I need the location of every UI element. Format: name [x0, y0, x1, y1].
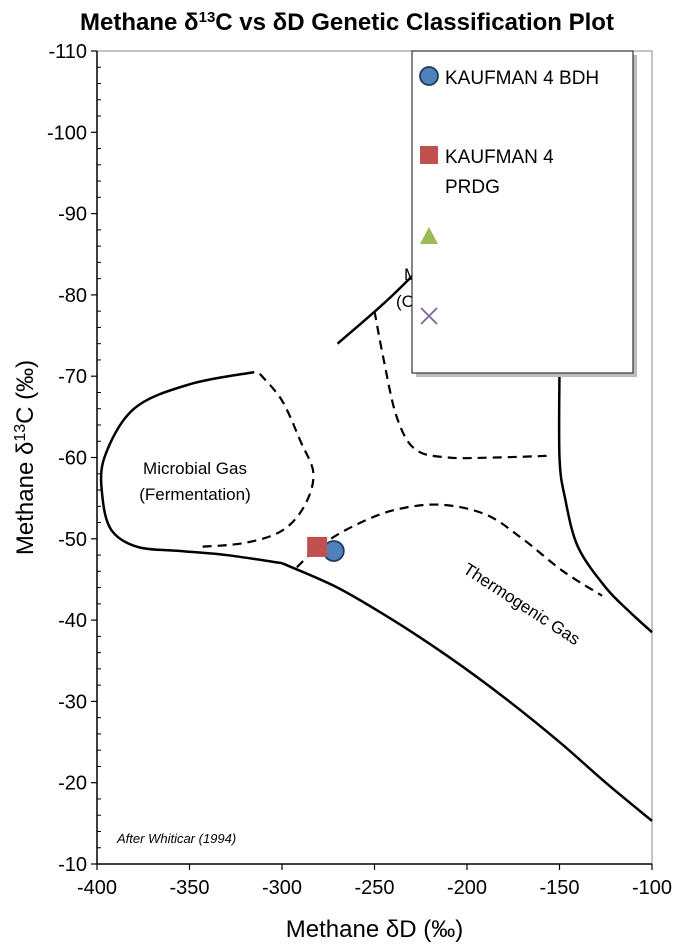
y-tick-label: -70: [58, 366, 87, 388]
data-points: [307, 536, 345, 562]
legend-box: [411, 50, 634, 374]
boundary-co2-dashed: [373, 310, 547, 460]
credit-text: After Whiticar (1994): [116, 831, 236, 846]
y-tick-label: -100: [47, 122, 87, 144]
label-microbial-fermentation: Microbial Gas: [143, 459, 247, 478]
x-tick-label: -400: [77, 877, 117, 899]
x-tick-label: -350: [169, 877, 209, 899]
boundary-fermentation-dashed: [198, 373, 315, 549]
y-tick-label: -90: [58, 204, 87, 226]
legend: KAUFMAN 4 BDH KAUFMAN 4 PRDG: [411, 50, 637, 377]
legend-label: KAUFMAN 4 BDH: [445, 68, 599, 89]
chart-title: Methane δ13C vs δD Genetic Classificatio…: [80, 9, 614, 37]
x-tick-label: -150: [539, 877, 579, 899]
boundary-co2-outer-right: [557, 368, 653, 634]
legend-label: PRDG: [445, 177, 500, 198]
legend-marker-x: [420, 307, 438, 325]
boundary-fermentation-outer: [99, 370, 283, 565]
legend-label: KAUFMAN 4: [445, 147, 554, 168]
boundary-thermogenic-dashed: [296, 503, 603, 597]
y-tick-label: -60: [58, 448, 87, 470]
y-tick-label: -50: [58, 529, 87, 551]
legend-marker-triangle: [420, 227, 438, 244]
x-tick-label: -250: [354, 877, 394, 899]
x-tick-label: -100: [632, 877, 672, 899]
legend-marker-square: [420, 146, 438, 164]
legend-marker-circle: [419, 66, 439, 86]
y-tick-label: -20: [58, 773, 87, 795]
label-fermentation: (Fermentation): [139, 485, 250, 504]
y-tick-label: -110: [48, 41, 87, 63]
y-axis-label: Methane δ13C (‰): [12, 360, 40, 555]
y-tick-label: -10: [58, 854, 87, 876]
y-tick-label: -30: [58, 691, 87, 713]
label-co2-partial: (C: [396, 292, 414, 311]
y-tick-label: -40: [58, 610, 87, 632]
axes: -400 -350 -300 -250 -200 -150 -100 -110 -100 -90 -…: [12, 41, 673, 943]
x-tick-label: -300: [262, 877, 302, 899]
data-point-square: [307, 536, 328, 557]
x-tick-label: -200: [447, 877, 487, 899]
y-tick-label: -80: [58, 285, 87, 307]
boundary-thermogenic-lower: [281, 562, 653, 822]
x-axis-label: Methane δD (‰): [286, 916, 463, 943]
